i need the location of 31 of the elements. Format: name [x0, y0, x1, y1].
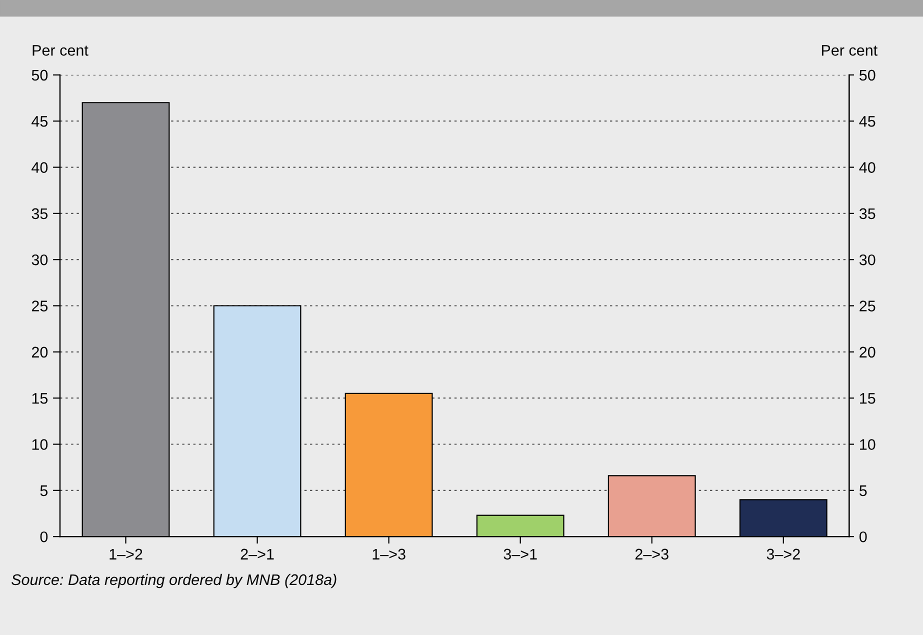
y2-tick-label: 30 — [859, 254, 876, 266]
x-tick-label: 2–>3 — [635, 548, 668, 560]
y-tick-label: 35 — [32, 208, 48, 220]
y-axis-title: Per cent — [32, 45, 88, 56]
y2-tick-label: 5 — [859, 485, 867, 496]
x-tick-label: 3–>2 — [766, 548, 800, 560]
x-tick-label: 3–>1 — [504, 548, 537, 560]
y-tick-label: 0 — [40, 531, 48, 542]
y2-tick-label: 50 — [859, 70, 876, 81]
y2-axis-title: Per cent — [822, 45, 878, 56]
y2-tick-label: 45 — [859, 116, 876, 127]
y2-tick-label: 0 — [859, 531, 867, 542]
y2-tick-label: 10 — [860, 439, 876, 450]
y-tick-label: 5 — [40, 485, 48, 496]
y-tick-label: 40 — [32, 162, 48, 173]
y2-tick-label: 25 — [860, 300, 876, 312]
y-tick-label: 50 — [32, 70, 48, 81]
y2-tick-label: 40 — [859, 162, 876, 173]
y2-tick-label: 35 — [859, 208, 876, 220]
x-tick-label: 1–>2 — [110, 548, 142, 560]
y2-tick-label: 15 — [860, 393, 876, 404]
y-tick-label: 15 — [32, 393, 48, 404]
source-note: Source: Data reporting ordered by MNB (2018a) — [12, 574, 336, 588]
y2-tick-label: 20 — [860, 346, 876, 358]
y-tick-label: 30 — [32, 254, 48, 266]
y-tick-label: 10 — [32, 439, 48, 450]
x-tick-label: 2–>1 — [240, 548, 274, 560]
x-tick-label: 1–>3 — [372, 548, 406, 560]
y-tick-label: 25 — [32, 300, 48, 312]
y-tick-label: 45 — [32, 116, 48, 127]
y-tick-label: 20 — [32, 346, 48, 358]
